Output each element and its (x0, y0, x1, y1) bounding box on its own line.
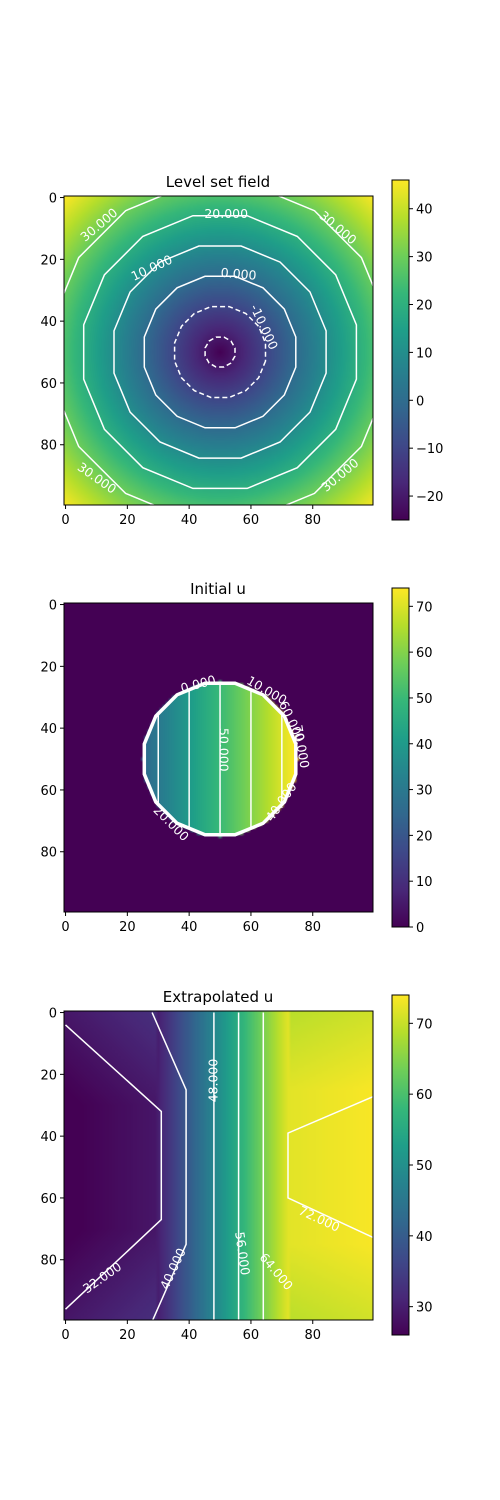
contour-line (64, 196, 373, 505)
contour-line (173, 305, 267, 399)
extrapolated-u-field-image (64, 1011, 373, 1320)
x-tick-label: 40 (181, 920, 198, 935)
y-tick-label: 60 (40, 377, 57, 392)
y-tick-label: 20 (40, 253, 57, 268)
x-tick-label: 20 (119, 920, 136, 935)
colorbar-tick-label: 0 (416, 921, 424, 936)
colorbar-tick-label: 40 (416, 738, 433, 753)
colorbar-tick-label: 30 (416, 784, 433, 799)
x-tick-label: 80 (304, 513, 321, 528)
colorbar (391, 587, 410, 928)
colorbar-tick-label: 70 (416, 1017, 433, 1032)
y-tick-label: 40 (40, 722, 57, 737)
y-tick-label: 80 (40, 1254, 57, 1269)
contour-line (151, 1012, 187, 1320)
plot-frame (63, 195, 374, 506)
colorbar-tick-label: 0 (416, 394, 424, 409)
colorbar-tick-label: 70 (416, 600, 433, 615)
y-tick-label: 20 (40, 660, 57, 675)
y-tick-label: 40 (40, 1130, 57, 1145)
contour-lines (157, 681, 283, 837)
x-tick-label: 80 (304, 920, 321, 935)
contour-label: 0.000 (220, 265, 257, 283)
x-tick-label: 40 (181, 1328, 198, 1343)
initial-u-field-image (64, 603, 373, 912)
contour-line (113, 245, 327, 459)
colorbar-tick-label: −10 (416, 442, 443, 457)
plot-frame (63, 602, 374, 913)
contour-lines (64, 1012, 373, 1320)
colorbar-tick-label: 10 (416, 346, 433, 361)
y-tick-label: 60 (40, 1192, 57, 1207)
colorbar-tick-label: 60 (416, 1088, 433, 1103)
y-tick-label: 0 (49, 1007, 57, 1022)
colorbar-tick-label: 20 (416, 299, 433, 314)
contour-lines (64, 196, 373, 505)
colorbar-tick-label: 30 (416, 1301, 433, 1316)
contour-label: 70.000 (290, 724, 312, 770)
contour-label: 20.000 (204, 206, 248, 221)
panel-title: Level set field (166, 173, 270, 191)
initial-u-panel: Initial u 0.00050.00020.00010.00060.0007… (40, 580, 432, 936)
contour-label: 56.000 (232, 1231, 253, 1276)
x-tick-label: 20 (119, 513, 136, 528)
y-tick-label: 0 (49, 192, 57, 207)
x-tick-label: 40 (181, 513, 198, 528)
colorbar-tick-label: −20 (416, 490, 443, 505)
contour-line (287, 1095, 373, 1239)
colorbar (391, 994, 410, 1336)
x-tick-label: 20 (119, 1328, 136, 1343)
x-tick-label: 0 (61, 920, 69, 935)
x-tick-label: 0 (61, 1328, 69, 1343)
y-tick-label: 80 (40, 846, 57, 861)
colorbar-tick-label: 10 (416, 875, 433, 890)
panel-title: Extrapolated u (163, 988, 274, 1006)
y-tick-label: 0 (49, 599, 57, 614)
colorbar-tick-label: 40 (416, 1230, 433, 1245)
colorbar-tick-label: 50 (416, 692, 433, 707)
colorbar-tick-label: 20 (416, 829, 433, 844)
colorbar (391, 179, 410, 521)
y-tick-label: 20 (40, 1068, 57, 1083)
x-tick-label: 60 (243, 920, 260, 935)
level-set-field-image (64, 196, 373, 505)
contour-line (82, 214, 358, 490)
colorbar-tick-label: 50 (416, 1159, 433, 1174)
y-tick-label: 80 (40, 439, 57, 454)
colorbar-tick-label: 40 (416, 203, 433, 218)
contour-line (204, 336, 236, 368)
x-tick-label: 80 (304, 1328, 321, 1343)
plot-frame (63, 1010, 374, 1321)
colorbar-tick-label: 30 (416, 251, 433, 266)
contour-label: 50.000 (217, 728, 232, 772)
x-tick-label: 60 (243, 513, 260, 528)
contour-line (143, 275, 297, 429)
colorbar-tick-label: 60 (416, 646, 433, 661)
boundary-contour (142, 681, 298, 837)
y-tick-label: 40 (40, 315, 57, 330)
panel-title: Initial u (190, 580, 246, 598)
x-tick-label: 0 (61, 513, 69, 528)
contour-line (64, 1024, 163, 1310)
contour-label: 48.000 (205, 1059, 220, 1103)
x-tick-label: 60 (243, 1328, 260, 1343)
y-tick-label: 60 (40, 784, 57, 799)
